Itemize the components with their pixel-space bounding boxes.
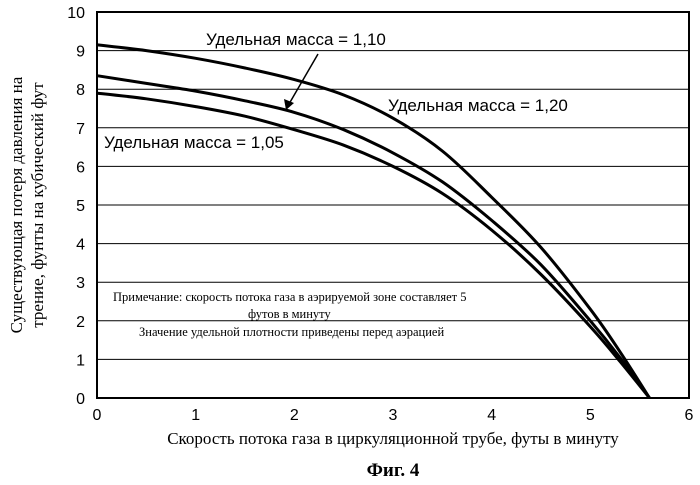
figure-caption: Фиг. 4	[367, 460, 420, 481]
y-tick-label: 6	[76, 159, 85, 176]
note-line-2: футов в минуту	[248, 307, 331, 321]
note-line-3: Значение удельной плотности приведены пе…	[139, 325, 444, 339]
label-series-1-05: Удельная масса = 1,05	[104, 133, 284, 152]
note-line-1: Примечание: скорость потока газа в аэрир…	[113, 290, 467, 304]
y-tick-label: 9	[76, 44, 85, 61]
x-tick-label: 4	[487, 407, 496, 424]
y-axis-title-line-1: Существующая потеря давления на	[7, 76, 26, 333]
x-tick-label: 1	[191, 407, 200, 424]
label-arrow	[284, 54, 318, 110]
y-axis-title-line-2: трение, фунты на кубический фут	[28, 82, 47, 328]
x-tick-label: 6	[685, 407, 694, 424]
y-tick-label: 7	[76, 121, 85, 138]
y-tick-label: 1	[76, 352, 85, 369]
x-tick-label: 2	[290, 407, 299, 424]
y-tick-label: 3	[76, 275, 85, 292]
x-axis-ticks: 0 1 2 3 4 5 6	[93, 407, 694, 424]
y-axis-ticks: 0 1 2 3 4 5 6 7 8 9 10	[67, 5, 85, 408]
y-tick-label: 10	[67, 5, 85, 22]
series-line-1	[97, 76, 650, 398]
x-tick-label: 3	[389, 407, 398, 424]
label-series-1-20: Удельная масса = 1,20	[388, 96, 568, 115]
x-tick-label: 0	[93, 407, 102, 424]
x-axis-title: Скорость потока газа в циркуляционной тр…	[167, 429, 619, 448]
y-tick-label: 2	[76, 314, 85, 331]
label-series-1-10: Удельная масса = 1,10	[206, 30, 386, 49]
y-tick-label: 0	[76, 391, 85, 408]
x-tick-label: 5	[586, 407, 595, 424]
y-tick-label: 4	[76, 237, 85, 254]
y-tick-label: 8	[76, 82, 85, 99]
y-tick-label: 5	[76, 198, 85, 215]
